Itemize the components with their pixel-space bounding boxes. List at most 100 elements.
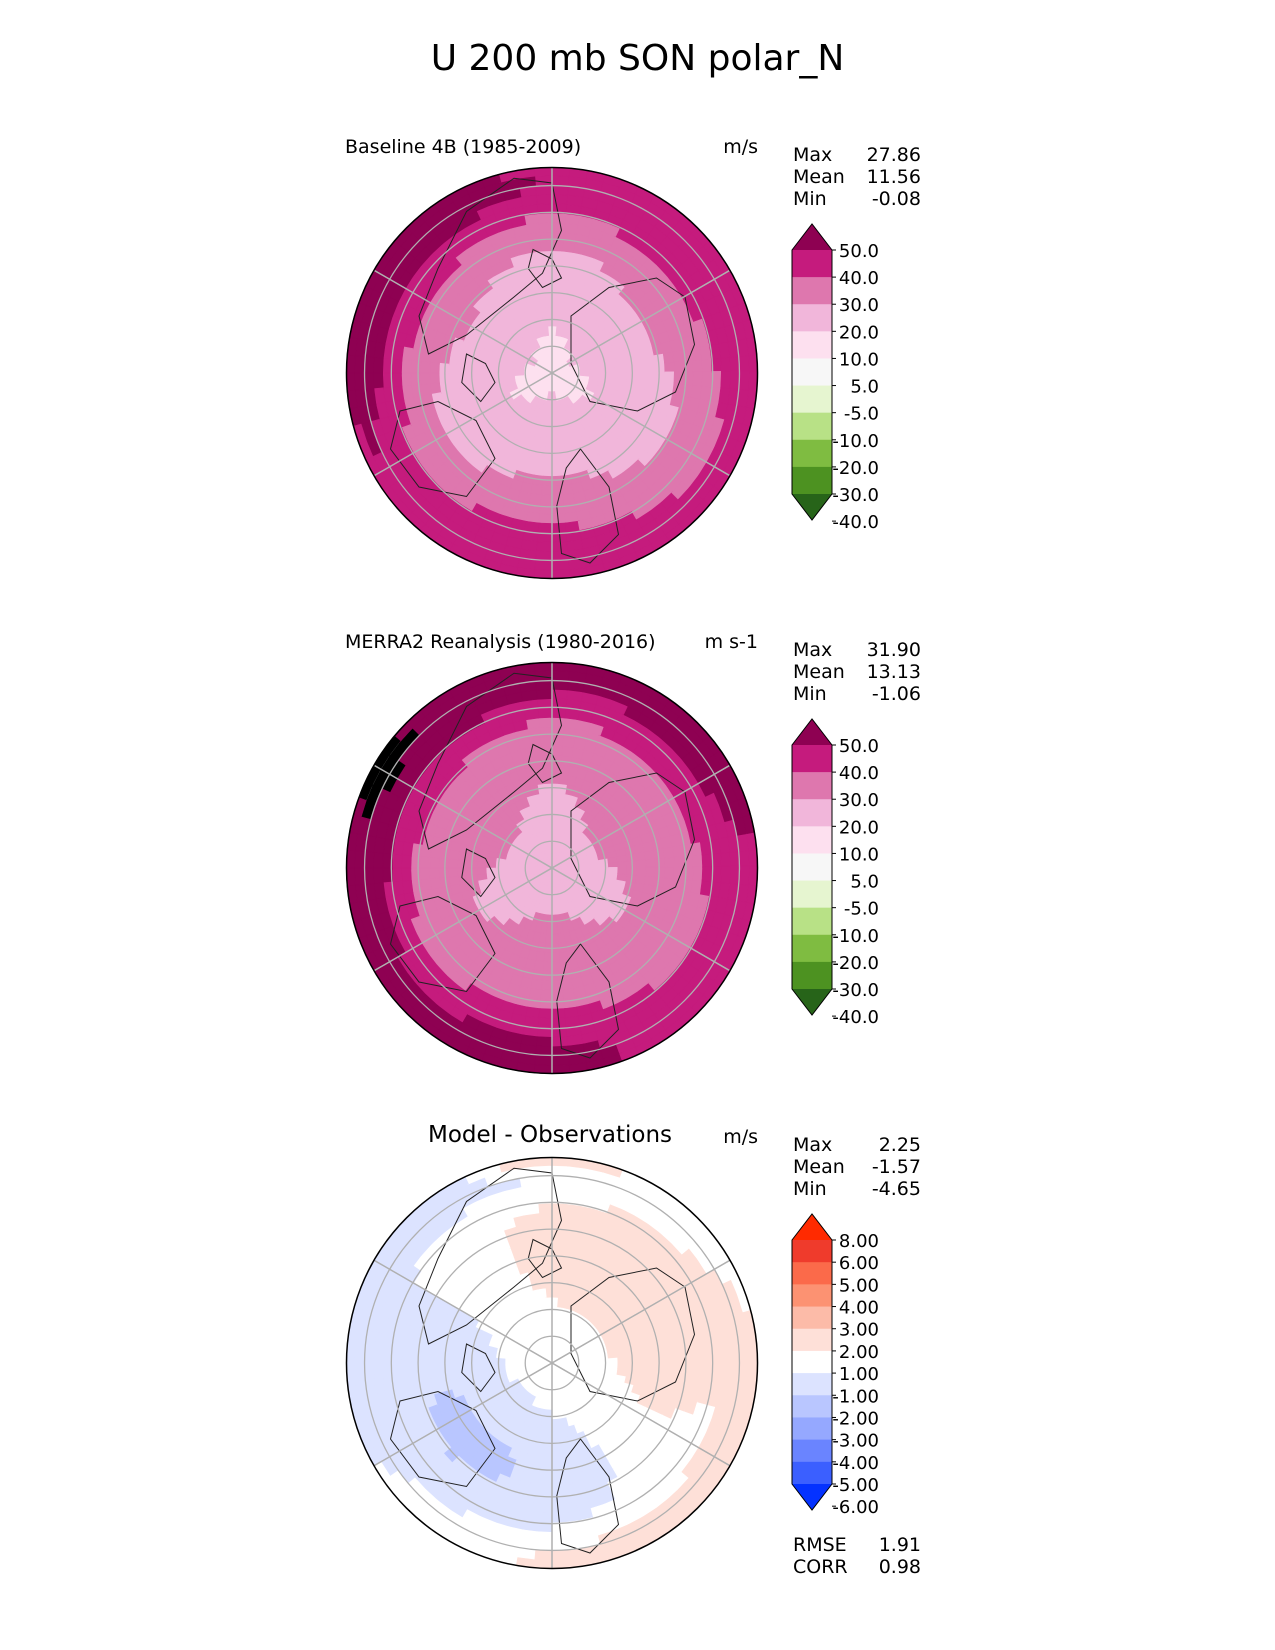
min-value: -4.65	[871, 1178, 921, 1200]
colorbar-tick-label: 5.0	[850, 872, 879, 893]
colorbar-tick-label: 2.00	[839, 1342, 879, 1363]
figure-title: U 200 mb SON polar_N	[430, 38, 845, 79]
colorbar-bin	[792, 907, 832, 936]
mean-value: 11.56	[866, 166, 921, 188]
coastline	[556, 943, 620, 1059]
colorbar-bin	[792, 745, 832, 773]
colorbar-bin	[792, 1439, 832, 1463]
colorbar-tick-label: -10.0	[832, 926, 879, 947]
meridian	[551, 1362, 731, 1467]
colorbar-tick-label: 10.0	[839, 844, 879, 865]
panel-merra2: MERRA2 Reanalysis (1980-2016) m s-1 Max 3…	[0, 623, 1275, 1103]
max-label: Max	[793, 1134, 833, 1156]
colorbar-bin	[792, 385, 832, 414]
colorbar-tick-label: 4.00	[839, 1298, 879, 1319]
colorbar-tick-label: -6.00	[832, 1497, 879, 1518]
colorbar-extend-max	[792, 1214, 832, 1240]
units-label: m/s	[723, 1126, 758, 1148]
graticule	[363, 167, 741, 579]
colorbar-bin	[792, 826, 832, 854]
colorbar-extend-min	[792, 989, 832, 1015]
rmse-value: 1.91	[878, 1534, 921, 1556]
mean-label: Mean	[793, 166, 845, 188]
panel-title: Baseline 4B (1985-2009)	[345, 136, 582, 158]
colorbar-bin	[792, 439, 832, 468]
colorbar-bin	[792, 1461, 832, 1485]
colorbar-tick-label: 50.0	[839, 736, 879, 757]
coastline	[556, 1438, 620, 1554]
panel-difference: Model - Observations m/s Max 2.25 Mean -1.…	[0, 1118, 1275, 1638]
colorbar-bin	[792, 1417, 832, 1441]
colorbar-tick-label: 20.0	[839, 817, 879, 838]
max-label: Max	[793, 144, 833, 166]
graticule	[363, 1157, 741, 1569]
stats-box: Max 31.90 Mean 13.13 Min -1.06	[793, 639, 921, 705]
meridian	[373, 867, 553, 972]
colorbar-tick-label: -30.0	[832, 485, 879, 506]
coastline	[570, 772, 696, 907]
meridian	[551, 764, 731, 869]
max-label: Max	[793, 639, 833, 661]
colorbar-tick-label: -8.00	[832, 1519, 879, 1520]
min-label: Min	[793, 1178, 827, 1200]
colorbar-tick-label: 40.0	[839, 268, 879, 289]
meridian	[551, 1259, 731, 1364]
meridian	[373, 1259, 553, 1364]
min-value: -0.08	[871, 188, 921, 210]
mean-value: -1.57	[871, 1156, 921, 1178]
colorbar-tick-label: -5.0	[844, 899, 879, 920]
colorbar-tick-label: -5.0	[844, 404, 879, 425]
coastline	[461, 353, 496, 403]
colorbar-extend-max	[792, 224, 832, 250]
mean-value: 13.13	[866, 661, 921, 683]
stats-box: Max 27.86 Mean 11.56 Min -0.08	[793, 144, 921, 210]
coastline	[461, 848, 496, 898]
colorbar: 50.0 40.0 30.0 20.0 10.0 5.0 -5.0 -10.0 -20.0 -30…	[791, 718, 879, 1025]
colorbar-tick-label: -40.0	[832, 1007, 879, 1025]
metrics-box: RMSE 1.91 CORR 0.98	[793, 1534, 921, 1578]
meridian	[551, 867, 731, 972]
coastline	[570, 1267, 696, 1402]
colorbar-tick-label: 1.00	[839, 1364, 879, 1385]
colorbar-tick-label: -20.0	[832, 953, 879, 974]
min-label: Min	[793, 683, 827, 705]
colorbar-tick-label: 10.0	[839, 349, 879, 370]
max-value: 31.90	[866, 639, 921, 661]
colorbar-tick-label: 3.00	[839, 1320, 879, 1341]
panel-title: Model - Observations	[427, 1122, 672, 1148]
graticule	[363, 662, 741, 1074]
colorbar-tick-label: -20.0	[832, 458, 879, 479]
colorbar-bin	[792, 1306, 832, 1330]
colorbar-bin	[792, 250, 832, 278]
colorbar-bin	[792, 304, 832, 332]
coastline	[389, 895, 496, 993]
colorbar-bin	[792, 1262, 832, 1285]
colorbar-bin	[792, 853, 832, 882]
colorbar-bin	[792, 799, 832, 827]
colorbar-bin	[792, 961, 832, 990]
meridian	[373, 764, 553, 869]
meridian	[373, 269, 553, 374]
colorbar-tick-label: -3.00	[832, 1431, 879, 1452]
min-value: -1.06	[871, 683, 921, 705]
coastline	[389, 400, 496, 498]
colorbar-tick-label: -1.00	[832, 1386, 879, 1407]
min-label: Min	[793, 188, 827, 210]
colorbar-bin	[792, 880, 832, 909]
max-value: 2.25	[878, 1134, 921, 1156]
units-label: m s-1	[704, 631, 758, 653]
colorbar-tick-label: 6.00	[839, 1253, 879, 1274]
colorbar-tick-label: 40.0	[839, 763, 879, 784]
map-boundary	[345, 1156, 759, 1570]
rmse-label: RMSE	[793, 1534, 847, 1556]
colorbar-bin	[792, 1240, 832, 1263]
meridian	[551, 269, 731, 374]
colorbar-tick-label: 5.00	[839, 1275, 879, 1296]
colorbar-tick-label: -4.00	[832, 1453, 879, 1474]
panel-title: MERRA2 Reanalysis (1980-2016)	[345, 631, 656, 653]
coastline	[570, 277, 696, 412]
mean-label: Mean	[793, 661, 845, 683]
colorbar-tick-label: -40.0	[832, 512, 879, 530]
meridian	[373, 372, 553, 477]
colorbar-tick-label: 30.0	[839, 790, 879, 811]
